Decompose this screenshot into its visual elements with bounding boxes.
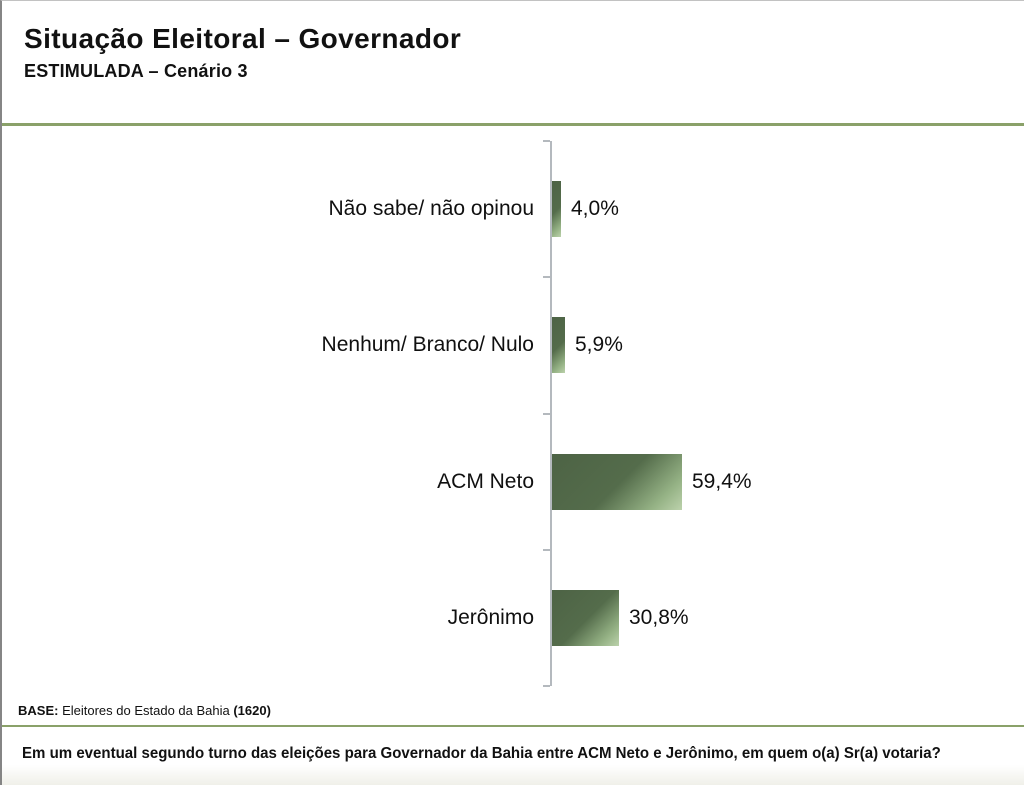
base-note: BASE: Eleitores do Estado da Bahia (1620…	[18, 703, 271, 718]
base-note-count: (1620)	[233, 703, 271, 718]
category-label: Jerônimo	[447, 605, 534, 629]
bar	[552, 589, 619, 646]
bar	[552, 317, 565, 374]
bar	[552, 181, 561, 238]
survey-question: Em um eventual segundo turno das eleiçõe…	[22, 745, 941, 762]
page-title: Situação Eleitoral – Governador	[24, 23, 462, 54]
category-label: ACM Neto	[437, 469, 534, 493]
page-subtitle: ESTIMULADA – Cenário 3	[24, 61, 248, 81]
value-label: 5,9%	[575, 333, 623, 357]
value-label: 59,4%	[692, 469, 752, 493]
chart-axis-tick	[543, 685, 550, 687]
chart-axis-line	[550, 141, 552, 686]
base-note-label: BASE:	[18, 703, 59, 718]
green-divider-bottom	[2, 725, 1024, 727]
base-note-text: Eleitores do Estado da Bahia	[58, 703, 234, 718]
green-divider-top	[2, 123, 1024, 126]
bar-chart: Não sabe/ não opinou 4,0% Nenhum/ Branco/ …	[2, 124, 1024, 701]
value-label: 30,8%	[629, 605, 689, 629]
value-label: 4,0%	[571, 197, 619, 221]
bar	[552, 453, 682, 510]
category-label: Não sabe/ não opinou	[328, 197, 535, 221]
chart-axis-tick	[543, 276, 550, 279]
category-label: Nenhum/ Branco/ Nulo	[321, 333, 534, 357]
chart-axis-tick	[543, 548, 550, 551]
chart-axis-tick	[543, 140, 550, 142]
bottom-fade	[2, 765, 1024, 785]
chart-axis-tick	[543, 412, 550, 415]
